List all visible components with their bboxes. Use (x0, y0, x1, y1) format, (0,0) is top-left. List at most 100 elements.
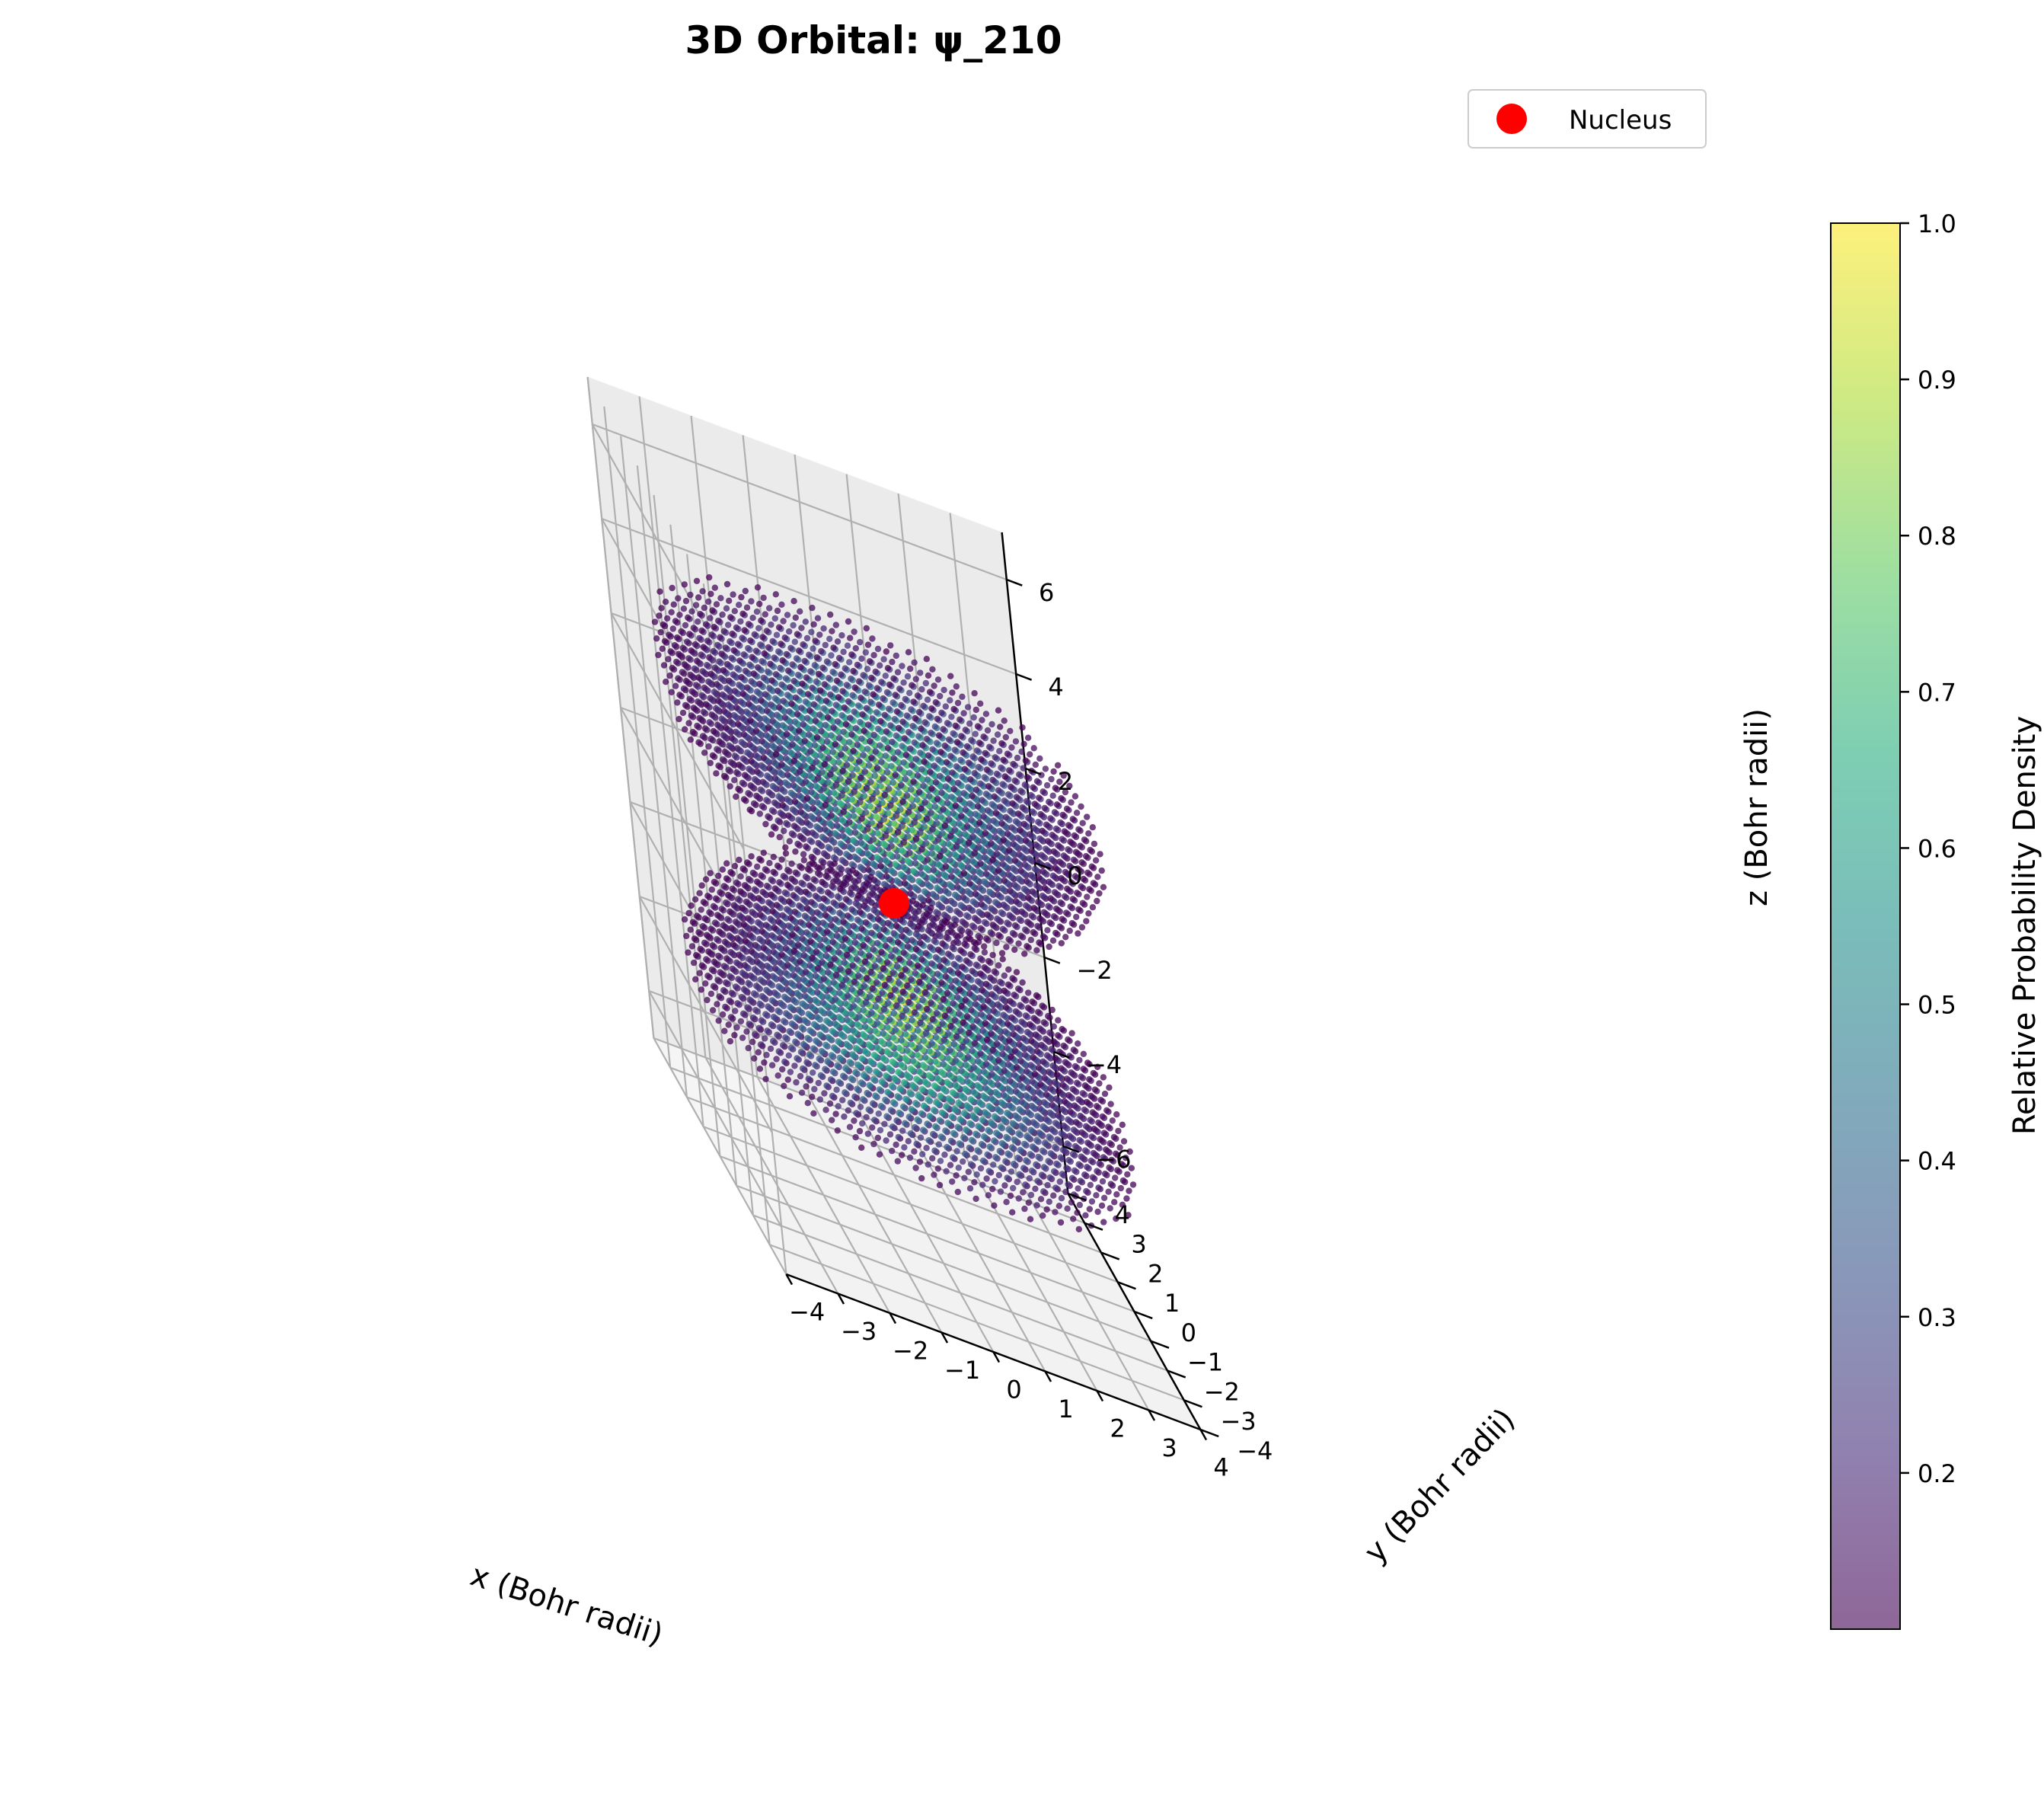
orbital-point (1089, 904, 1097, 911)
orbital-point (1028, 912, 1036, 919)
orbital-point (996, 1148, 1004, 1155)
orbital-point (998, 909, 1005, 916)
orbital-point (866, 1082, 873, 1089)
orbital-point (774, 817, 781, 824)
orbital-point (853, 1110, 860, 1117)
orbital-point (981, 1109, 988, 1116)
orbital-point (1050, 768, 1057, 775)
orbital-point (1083, 918, 1090, 925)
orbital-point (991, 1202, 998, 1209)
orbital-point (979, 1181, 986, 1188)
orbital-point (880, 880, 888, 888)
orbital-point (767, 1045, 774, 1053)
orbital-point (1107, 1205, 1113, 1212)
orbital-point (996, 748, 1003, 755)
orbital-point (947, 897, 954, 905)
orbital-point (848, 1075, 855, 1082)
orbital-point (835, 1014, 842, 1021)
orbital-point (883, 1113, 890, 1120)
orbital-point (886, 826, 893, 833)
orbital-point (931, 1147, 938, 1154)
orbital-point (763, 797, 770, 804)
orbital-point (1076, 1136, 1083, 1144)
orbital-point (988, 800, 995, 808)
orbital-point (1010, 906, 1017, 912)
orbital-point (1008, 824, 1015, 831)
orbital-point (1085, 910, 1092, 917)
orbital-point (854, 1021, 861, 1027)
orbital-point (788, 1020, 796, 1027)
orbital-point (785, 1052, 793, 1059)
orbital-point (769, 1037, 777, 1045)
orbital-point (1084, 813, 1091, 820)
orbital-point (844, 826, 851, 833)
orbital-point (778, 785, 784, 792)
orbital-point (1068, 1030, 1075, 1037)
orbital-point (953, 1148, 960, 1155)
orbital-point (812, 782, 819, 789)
orbital-point (1074, 890, 1081, 896)
orbital-point (909, 868, 917, 874)
orbital-point (1063, 1165, 1070, 1171)
orbital-point (1046, 919, 1053, 926)
orbital-point (1062, 1059, 1069, 1066)
orbital-point (1089, 824, 1097, 831)
orbital-point (762, 1035, 768, 1042)
orbital-point (918, 1174, 925, 1182)
orbital-point (1087, 1117, 1094, 1123)
orbital-point (906, 849, 913, 857)
orbital-point (1107, 1181, 1114, 1187)
orbital-point (1077, 1112, 1084, 1120)
orbital-point (919, 1062, 927, 1069)
orbital-point (827, 836, 834, 843)
orbital-point (1046, 943, 1052, 951)
orbital-point (986, 1078, 993, 1085)
orbital-point (981, 919, 988, 926)
orbital-point (719, 1011, 727, 1018)
orbital-point (1115, 1127, 1122, 1135)
orbital-point (861, 833, 869, 840)
orbital-point (1123, 1155, 1129, 1162)
orbital-point (952, 867, 960, 874)
orbital-point (944, 1054, 951, 1062)
orbital-point (944, 1120, 951, 1126)
orbital-point (786, 838, 794, 845)
orbital-point (1024, 1108, 1031, 1116)
orbital-point (944, 1143, 950, 1151)
orbital-point (944, 1078, 950, 1086)
orbital-point (1066, 1133, 1073, 1139)
orbital-point (727, 783, 733, 790)
orbital-point (1043, 1052, 1051, 1059)
orbital-point (1064, 1140, 1071, 1147)
orbital-point (1046, 1133, 1052, 1140)
orbital-point (855, 847, 862, 854)
orbital-point (1096, 1080, 1103, 1087)
orbital-point (1032, 1185, 1039, 1193)
orbital-point (936, 877, 943, 884)
orbital-point (1020, 995, 1028, 1002)
orbital-point (1015, 875, 1022, 882)
orbital-point (1056, 858, 1063, 865)
orbital-point (836, 1054, 843, 1062)
orbital-point (803, 1083, 810, 1090)
orbital-point (998, 1075, 1005, 1082)
orbital-point (945, 1095, 952, 1102)
orbital-point (1072, 1062, 1079, 1070)
orbital-point (833, 1086, 840, 1094)
orbital-point (999, 925, 1007, 933)
orbital-point (1036, 939, 1043, 946)
orbital-point (725, 1021, 732, 1028)
orbital-point (1097, 851, 1103, 858)
orbital-point (1093, 1192, 1100, 1199)
orbital-point (985, 848, 992, 855)
orbital-point (795, 816, 802, 823)
orbital-point (876, 846, 883, 853)
orbital-point (778, 1066, 786, 1073)
orbital-point (781, 827, 787, 835)
orbital-point (1017, 892, 1024, 899)
orbital-point (911, 884, 918, 891)
orbital-point (1059, 915, 1065, 922)
orbital-point (1037, 1196, 1045, 1203)
orbital-point (763, 1051, 770, 1059)
